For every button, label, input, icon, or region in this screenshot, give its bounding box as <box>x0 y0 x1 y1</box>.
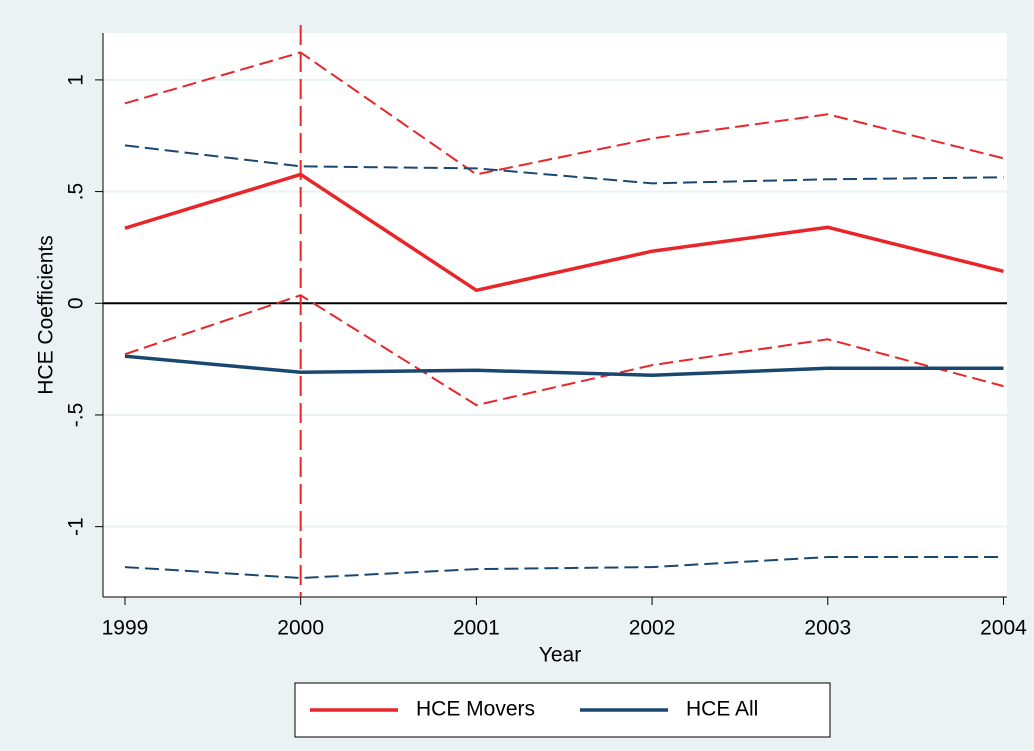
ci-line <box>124 556 1004 580</box>
x-tick-label: 2003 <box>804 617 851 640</box>
y-tick-label: -.5 <box>65 403 88 428</box>
ci-line <box>124 51 1004 176</box>
x-tick-label: 2000 <box>277 617 324 640</box>
ci-line <box>124 294 1004 407</box>
x-tick-label: 1999 <box>102 617 149 640</box>
x-axis-title: Year <box>539 644 581 667</box>
legend-label: HCE All <box>686 698 758 721</box>
legend-label: HCE Movers <box>416 698 535 721</box>
y-tick-label: .5 <box>65 183 88 201</box>
x-tick-label: 2004 <box>980 617 1027 640</box>
y-tick-label: 1 <box>65 74 88 86</box>
x-tick-label: 2001 <box>453 617 500 640</box>
y-tick-label: -1 <box>65 517 88 536</box>
series-line <box>124 172 1004 293</box>
y-axis-title: HCE Coefficients <box>35 235 58 395</box>
plot-area <box>103 33 1007 597</box>
ci-line <box>124 144 1004 185</box>
y-tick-label: 0 <box>65 297 88 309</box>
series-line <box>124 354 1004 377</box>
x-tick-label: 2002 <box>629 617 676 640</box>
